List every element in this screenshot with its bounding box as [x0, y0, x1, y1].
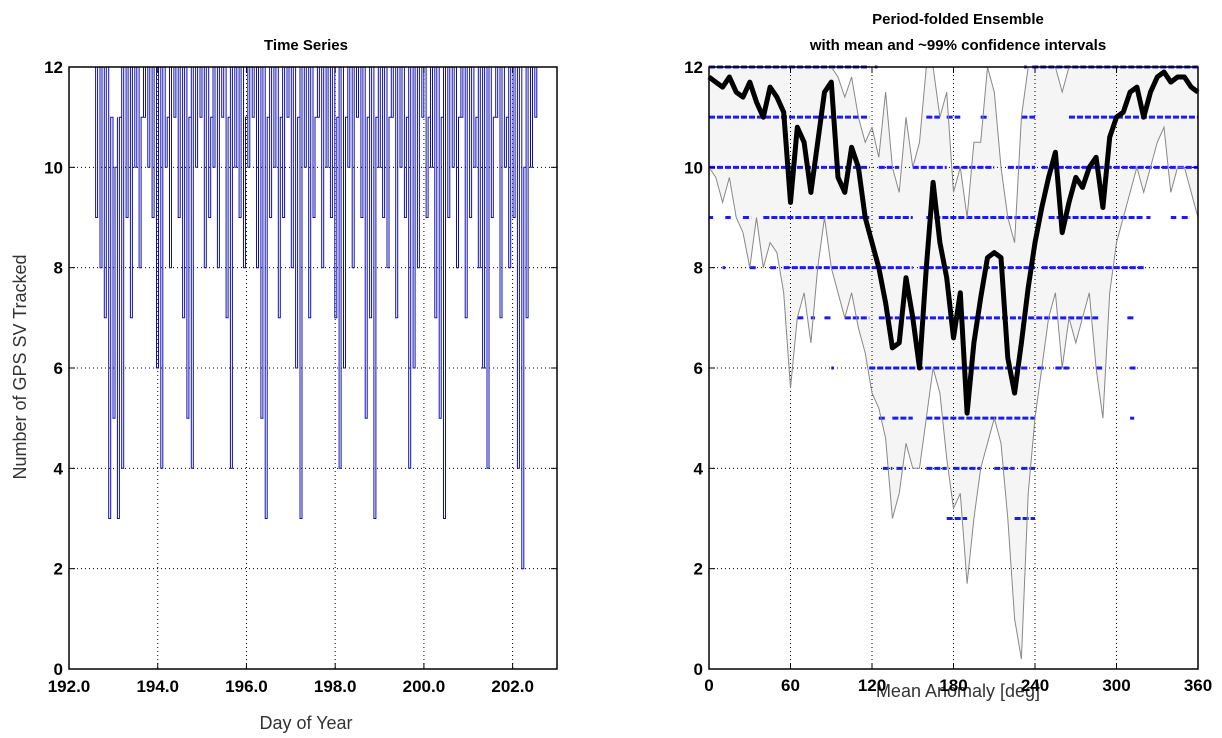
right-y-tick-label: 2 [694, 560, 703, 579]
left-x-tick-label: 192.0 [48, 677, 91, 696]
right-x-tick-label: 60 [781, 676, 800, 695]
right-y-tick-label: 8 [694, 259, 703, 278]
left-x-tick-label: 196.0 [225, 677, 268, 696]
left-y-tick-label: 6 [54, 359, 63, 378]
left-y-tick-label: 10 [44, 158, 63, 177]
right-x-tick-label: 180 [939, 676, 967, 695]
right-plot-area: 0 60 120 180 240 300 360 0 2 4 6 8 10 12 [684, 58, 1212, 695]
left-plot-area: 192.0 194.0 196.0 198.0 200.0 202.0 0 2 4 6 8 10 12 [44, 58, 558, 696]
lower-confidence-line [708, 125, 1199, 660]
right-y-tick-label: 4 [694, 459, 704, 478]
right-x-axis-label: Mean Anomaly [deg] [876, 681, 1040, 701]
left-y-tick-label: 4 [54, 459, 64, 478]
right-chart-subtitle: with mean and ~99% confidence intervals [809, 37, 1106, 54]
left-x-axis-label: Day of Year [259, 713, 352, 733]
right-x-tick-label: 120 [858, 676, 886, 695]
right-x-tick-label: 300 [1102, 676, 1130, 695]
left-y-tick-label: 8 [54, 259, 63, 278]
left-y-axis-label: Number of GPS SV Tracked [10, 254, 30, 479]
left-x-tick-label: 200.0 [403, 677, 446, 696]
right-x-tick-label: 360 [1184, 676, 1212, 695]
right-y-tick-label: 12 [684, 58, 703, 77]
right-y-tick-label: 0 [694, 660, 703, 679]
left-y-tick-label: 12 [44, 58, 63, 77]
mean-line [707, 69, 1200, 416]
left-x-tick-label: 194.0 [136, 677, 179, 696]
left-x-tick-label: 202.0 [491, 677, 534, 696]
right-y-tick-label: 6 [694, 359, 703, 378]
right-x-tick-label: 240 [1021, 676, 1049, 695]
right-x-tick-label: 0 [704, 676, 713, 695]
left-x-tick-label: 198.0 [314, 677, 357, 696]
left-y-tick-label: 2 [54, 560, 63, 579]
right-chart-title: Period-folded Ensemble [872, 11, 1044, 28]
left-chart-title: Time Series [264, 37, 348, 54]
left-series-line [95, 66, 538, 570]
left-y-tick-label: 0 [54, 660, 63, 679]
right-y-tick-label: 10 [684, 158, 703, 177]
